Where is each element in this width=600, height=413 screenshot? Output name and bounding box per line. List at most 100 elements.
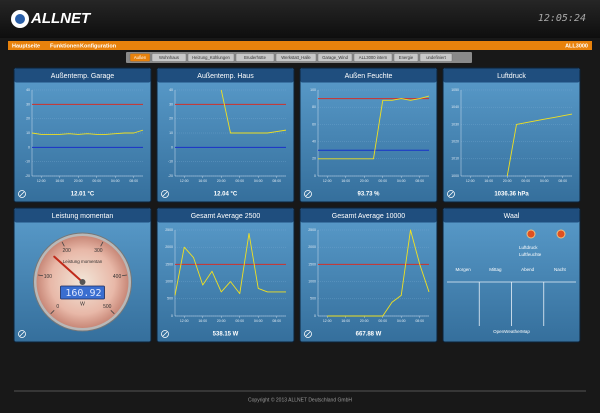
tab[interactable]	[129, 53, 151, 62]
settings-icon[interactable]	[18, 330, 26, 338]
tab[interactable]	[419, 53, 453, 62]
x-tick-label: 12:00	[323, 319, 332, 323]
y-tick-label: 0	[314, 174, 316, 178]
x-tick-label: 08:00	[272, 319, 281, 323]
y-tick-label: 0	[171, 145, 173, 149]
weather-icon	[526, 229, 536, 239]
dial-tick	[110, 310, 115, 315]
panel-value: 538.15 W	[213, 332, 239, 338]
y-tick-label: 1050	[451, 88, 459, 92]
y-tick-label: 40	[312, 140, 316, 144]
panel-title: Außen Feuchte	[345, 73, 393, 80]
settings-icon[interactable]	[18, 190, 26, 198]
series-line	[318, 95, 430, 160]
tab[interactable]	[275, 53, 317, 62]
logo-mark-inner	[15, 14, 25, 24]
menu-item[interactable]: Konfiguration	[80, 43, 117, 49]
x-tick-label: 04:00	[111, 179, 120, 183]
settings-icon[interactable]	[304, 330, 312, 338]
tab-label[interactable]: ALL3000 intern	[359, 55, 388, 60]
settings-icon[interactable]	[304, 190, 312, 198]
tab-label[interactable]: Heizung_Kühlungen	[192, 55, 230, 60]
x-tick-label: 16:00	[341, 179, 350, 183]
tab[interactable]	[393, 53, 419, 62]
tab[interactable]	[151, 53, 187, 62]
panel-body	[299, 207, 438, 343]
y-tick-label: 40	[169, 88, 173, 92]
panel-titlebar	[157, 208, 294, 223]
gauge-hub	[79, 279, 86, 285]
tab-label[interactable]: Wohnhaus	[159, 55, 179, 60]
y-tick-label: -20	[25, 174, 30, 178]
menu-right[interactable]: ALL3000	[565, 43, 588, 49]
y-tick-label: 1500	[165, 262, 173, 266]
x-tick-label: 16:00	[55, 179, 64, 183]
lcd-value: 160.92	[65, 288, 101, 299]
panel-title: Außentemp. Garage	[51, 73, 115, 80]
dial-tick-label: 300	[94, 248, 103, 254]
tab-label[interactable]: Außen	[134, 55, 147, 60]
x-tick-label: 12:00	[323, 179, 332, 183]
y-tick-label: 1010	[451, 157, 459, 161]
panel-title: Gesamt Average 10000	[332, 213, 406, 220]
x-tick-label: 00:00	[92, 179, 101, 183]
y-tick-label: -10	[25, 160, 30, 164]
x-tick-label: 20:00	[360, 319, 369, 323]
x-tick-label: 00:00	[378, 319, 387, 323]
y-tick-label: 1020	[451, 140, 459, 144]
panel-titlebar	[14, 68, 151, 83]
dial-tick-label: 0	[56, 304, 59, 310]
series-line	[506, 113, 573, 177]
x-tick-label: 12:00	[37, 179, 46, 183]
tab-label[interactable]: Garage_Wind	[322, 55, 349, 60]
x-tick-label: 04:00	[254, 179, 263, 183]
dial-tick-label: 200	[62, 248, 71, 254]
panel-body	[156, 207, 295, 343]
dial-tick-label: 100	[44, 274, 53, 280]
tab-label[interactable]: Energie	[399, 55, 414, 60]
x-tick-label: 00:00	[521, 179, 530, 183]
settings-icon[interactable]	[161, 330, 169, 338]
settings-icon-bar	[305, 331, 311, 337]
x-tick-label: 00:00	[235, 179, 244, 183]
y-tick-label: 2500	[165, 228, 173, 232]
panel-title: Luftdruck	[497, 73, 526, 80]
tab[interactable]	[187, 53, 235, 62]
settings-icon-bar	[305, 191, 311, 197]
menu-item[interactable]: Funktionen	[50, 43, 80, 49]
y-tick-label: 0	[28, 145, 30, 149]
tab[interactable]	[235, 53, 275, 62]
panel-titlebar	[157, 68, 294, 83]
y-tick-label: 1500	[308, 262, 316, 266]
menu-bar	[8, 41, 592, 50]
x-tick-label: 20:00	[217, 179, 226, 183]
y-tick-label: 1000	[451, 174, 459, 178]
tab-label[interactable]: undefiniert	[426, 55, 446, 60]
panel-body	[299, 67, 438, 203]
series-line	[174, 232, 286, 296]
y-tick-label: 1030	[451, 122, 459, 126]
menu-item[interactable]: Hauptseite	[12, 43, 40, 49]
settings-icon[interactable]	[161, 190, 169, 198]
panel-titlebar	[443, 68, 580, 83]
dial-tick	[37, 274, 44, 277]
y-tick-label: 1040	[451, 105, 459, 109]
settings-icon[interactable]	[447, 190, 455, 198]
tab[interactable]	[353, 53, 393, 62]
y-tick-label: 40	[26, 88, 30, 92]
panel-body	[156, 67, 295, 203]
dial-unit: W	[80, 301, 85, 307]
weather-time: Morgen	[455, 267, 471, 272]
logo: ALLNET	[30, 10, 92, 27]
y-tick-label: 1000	[165, 280, 173, 284]
tab-label[interactable]: Werkstatt_Halle	[281, 55, 311, 60]
tab-label[interactable]: Bruderhütte	[244, 55, 267, 60]
panel: Gesamt Average 10000 0 500 1000 1500 2000 2500…	[299, 207, 438, 343]
y-tick-label: 20	[26, 117, 30, 121]
panel: Waal Luftdruck Luftfeuchte Morgen Mittag Aben…	[442, 207, 581, 343]
tab[interactable]	[317, 53, 353, 62]
panel: Außen Feuchte 0 20 40 60 80 100 12:00 16:00 20:00…	[299, 67, 438, 203]
x-tick-label: 20:00	[503, 179, 512, 183]
